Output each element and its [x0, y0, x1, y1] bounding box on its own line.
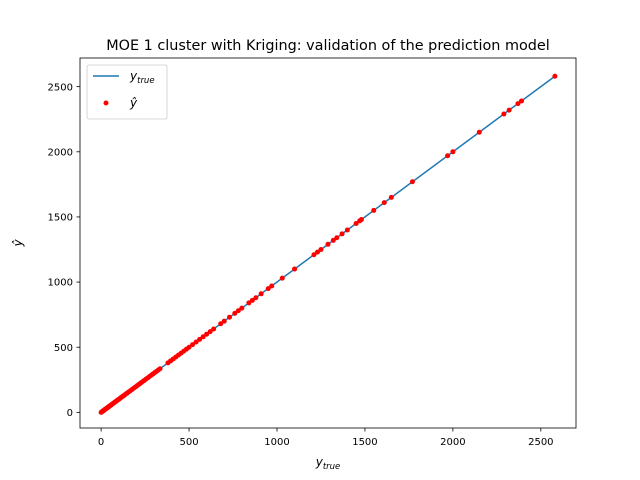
scatter-point: [344, 227, 350, 233]
scatter-point: [207, 329, 213, 335]
x-tick-label: 500: [180, 437, 199, 448]
scatter-point: [292, 266, 298, 272]
scatter-point: [506, 107, 512, 113]
scatter-point: [279, 275, 285, 281]
scatter-point: [409, 179, 415, 185]
chart-title: MOE 1 cluster with Kriging: validation o…: [106, 38, 550, 54]
scatter-point: [269, 283, 275, 289]
y-tick-label: 2500: [48, 82, 73, 93]
scatter-point: [211, 326, 217, 332]
scatter-point: [193, 339, 199, 345]
scatter-point: [353, 220, 359, 226]
scatter-point: [235, 308, 241, 314]
scatter-point: [218, 321, 224, 327]
scatter-point: [249, 297, 255, 303]
scatter-point: [358, 217, 364, 223]
scatter-point: [318, 247, 324, 253]
plot-frame: [79, 57, 577, 429]
scatter-point: [200, 334, 206, 340]
data-layer: [98, 73, 558, 415]
scatter-point: [253, 295, 259, 301]
scatter-point: [258, 291, 264, 297]
x-axis-label-main: y: [315, 455, 324, 469]
scatter-point: [515, 101, 521, 107]
legend-label-ytrue-subscript: true: [137, 76, 154, 86]
x-tick-label: 1000: [264, 437, 289, 448]
scatter-point: [339, 231, 345, 237]
legend-label-ytrue: ytrue: [129, 69, 155, 86]
scatter-point: [246, 300, 252, 306]
y-tick-label: 2000: [48, 147, 73, 158]
scatter-point: [227, 314, 232, 320]
x-axis-label-subscript: true: [323, 462, 340, 472]
x-axis-label: ytrue: [315, 455, 341, 472]
y-tick-label: 0: [67, 408, 73, 419]
scatter-point: [265, 286, 271, 292]
ticks-layer: 0 500 1000 1500 2000 2500 0 500 1000 1500 2000 2500: [48, 82, 554, 448]
scatter-point: [197, 336, 203, 342]
y-axis-label: ŷ: [11, 239, 25, 248]
scatter-point: [450, 149, 456, 155]
scatter-point: [501, 111, 507, 117]
scatter-point: [381, 200, 387, 206]
legend-frame: [86, 64, 168, 120]
scatter-point: [388, 194, 394, 200]
scatter-point: [186, 344, 192, 350]
scatter-point: [239, 305, 245, 311]
scatter-point: [330, 237, 336, 243]
scatter-point: [221, 318, 227, 324]
scatter-point: [518, 98, 524, 104]
y-tick-label: 1500: [48, 213, 73, 224]
scatter-point: [190, 342, 196, 348]
scatter-point: [325, 241, 331, 247]
y-tick-label: 1000: [48, 278, 73, 289]
scatter-point: [314, 249, 320, 255]
x-tick-label: 0: [98, 437, 104, 448]
x-tick-label: 2500: [528, 437, 553, 448]
legend-label-yhat: ŷ: [129, 96, 138, 110]
scatter-point: [371, 207, 377, 213]
x-tick-label: 2000: [440, 437, 465, 448]
legend: ytrue ŷ: [86, 64, 168, 120]
y-tick-label: 500: [54, 343, 73, 354]
scatter-point: [476, 129, 482, 135]
scatter-point: [311, 252, 317, 258]
scatter-point: [232, 310, 238, 316]
legend-label-ytrue-main: y: [129, 69, 138, 83]
scatter-point: [334, 235, 340, 241]
x-tick-label: 1500: [352, 437, 377, 448]
legend-marker-swatch: [103, 100, 109, 106]
scatter-point: [445, 153, 451, 159]
scatter-point: [552, 73, 558, 79]
scatter-point: [204, 331, 210, 337]
scatter-point: [157, 366, 163, 372]
